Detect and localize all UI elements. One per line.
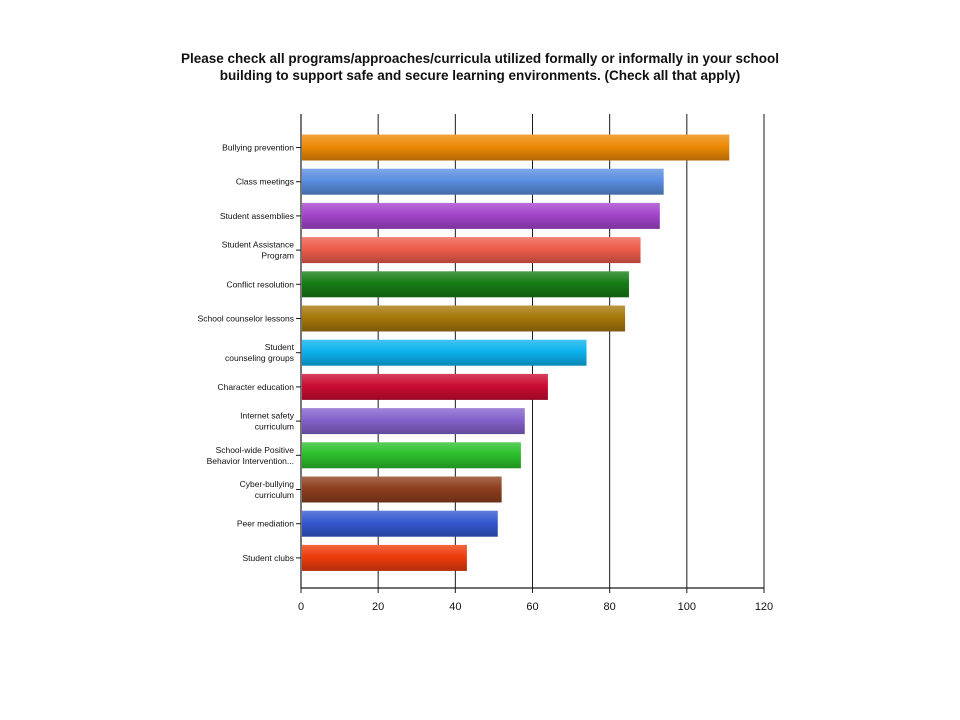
bar: [302, 339, 587, 366]
chart-title: Please check all programs/approaches/cur…: [180, 50, 780, 84]
x-tick-labels: 0 20 40 60 80 100 120: [298, 601, 773, 613]
axes: [296, 114, 765, 593]
category-label: Student clubs: [242, 553, 294, 563]
category-labels: Bullying prevention Class meetings Student…: [198, 143, 295, 563]
category-label: Student counseling groups: [225, 342, 295, 363]
x-tick-label: 120: [755, 601, 773, 613]
category-label: Character education: [217, 382, 294, 392]
chart-title-line-1: Please check all programs/approaches/cur…: [181, 51, 779, 66]
category-label: Class meetings: [236, 177, 294, 187]
category-label: Cyber-bullying curriculum: [240, 479, 295, 500]
bar: [302, 237, 641, 264]
bar: [302, 134, 730, 161]
bars: [302, 134, 730, 571]
x-tick-label: 80: [604, 601, 616, 613]
bar: [302, 305, 626, 332]
category-label: School-wide Positive Behavior Interventio…: [207, 445, 295, 466]
x-tick-label: 0: [298, 601, 304, 613]
category-label: Student assemblies: [220, 211, 294, 221]
bar: [302, 442, 521, 469]
x-tick-label: 100: [678, 601, 696, 613]
category-label: School counselor lessons: [198, 314, 294, 324]
bar: [302, 544, 467, 571]
bar: [302, 510, 498, 537]
bar: [302, 202, 660, 229]
bar: [302, 408, 525, 435]
bar: [302, 168, 664, 195]
chart-title-line-2: building to support safe and secure lear…: [219, 68, 741, 83]
category-label: Bullying prevention: [222, 143, 294, 153]
x-tick-label: 40: [449, 601, 461, 613]
bar: [302, 373, 548, 400]
bar: [302, 476, 502, 503]
category-label: Student Assistance Program: [222, 240, 295, 261]
category-label: Conflict resolution: [226, 279, 294, 289]
category-label: Peer mediation: [237, 519, 294, 529]
bar: [302, 271, 629, 298]
x-tick-label: 60: [526, 601, 538, 613]
category-label: Internet safety curriculum: [240, 411, 295, 432]
x-tick-label: 20: [372, 601, 384, 613]
